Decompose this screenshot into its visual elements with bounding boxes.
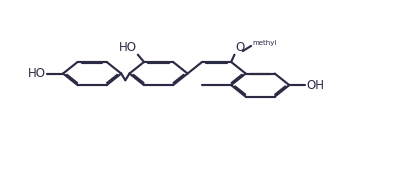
- Text: OH: OH: [306, 79, 324, 92]
- Text: methyl: methyl: [252, 40, 276, 45]
- Text: O: O: [235, 41, 244, 54]
- Text: HO: HO: [119, 41, 137, 54]
- Text: HO: HO: [28, 67, 46, 80]
